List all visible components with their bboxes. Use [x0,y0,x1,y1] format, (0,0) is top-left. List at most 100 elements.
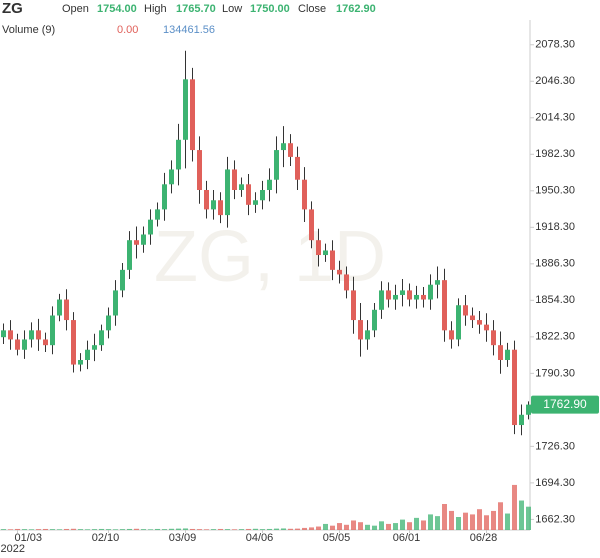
volume-bar [505,513,510,530]
candle-body [442,280,447,331]
y-tick-label: 2078.30 [535,39,575,51]
candle-body [386,290,391,300]
ohlc-label: High [144,3,167,15]
candle-body [85,349,90,360]
volume-bar [519,500,524,530]
candle-body [288,143,293,157]
volume-bar [134,528,139,530]
y-tick-label: 2014.30 [535,112,575,124]
candle-body [57,299,62,316]
volume-bar [106,529,111,530]
ohlc-label: Low [222,3,242,15]
candle-body [295,156,300,180]
volume-bar [526,506,531,530]
volume-bar [239,529,244,530]
volume-bar [36,529,41,530]
volume-bar [379,521,384,530]
ohlc-label: Close [298,3,326,15]
volume-bar [8,529,13,530]
volume-bar [211,529,216,530]
volume-bar [414,517,419,530]
volume-bar [498,502,503,530]
candle-body [162,184,167,210]
candle-body [43,339,48,346]
candle-body [477,320,482,325]
candle-body [526,404,531,415]
candle-body [155,209,160,220]
volume-bar [197,529,202,530]
volume-bar [323,523,328,530]
candle-body [29,330,34,340]
candle-body [267,179,272,190]
volume-bar [463,512,468,530]
x-tick-label: 04/06 [246,532,274,544]
last-price-label: 1762.90 [543,397,587,411]
ohlc-label: Open [62,3,89,15]
volume-bar [365,524,370,530]
candle-body [253,200,258,205]
candle-body [309,209,314,241]
volume-bar [127,528,132,530]
candle-body [351,290,356,321]
candle-body [337,269,342,275]
candle-body [211,200,216,210]
candle-body [379,290,384,310]
volume-bar [190,528,195,530]
candle-body [113,290,118,316]
candle-body [484,324,489,331]
volume-bar [218,528,223,530]
candle-body [449,330,454,340]
candle-body [99,330,104,346]
volume-bar [274,528,279,530]
y-tick-label: 1950.30 [535,185,575,197]
volume-bar [358,522,363,530]
candle-body [1,330,6,338]
volume-bar [71,528,76,530]
volume-bar [442,504,447,530]
candle-body [428,284,433,300]
y-tick-label: 1790.30 [535,367,575,379]
volume-bar [22,529,27,530]
volume-bar [309,527,314,530]
volume-bar [302,527,307,530]
volume-bar [120,529,125,530]
candle-body [134,240,139,245]
candle-body [8,330,13,340]
volume-bar [491,510,496,530]
candle-body [50,315,55,346]
volume-bar [337,523,342,530]
volume-bar [141,529,146,530]
candle-body [260,190,265,201]
y-tick-label: 1982.30 [535,148,575,160]
candle-body [225,169,230,216]
candle-body [106,315,111,331]
candle-body [92,345,97,350]
volume-bar [85,529,90,530]
volume-bar [512,484,517,530]
volume-bar [15,528,20,530]
volume-bar [29,529,34,530]
candle-body [36,330,41,340]
volume-bar [204,529,209,530]
y-tick-label: 1854.30 [535,294,575,306]
ohlc-value: 1765.70 [176,3,216,15]
symbol: ZG [2,0,23,17]
volume-bar [393,523,398,530]
watermark: ZG, 1D [154,217,386,297]
volume-bar [267,528,272,530]
x-tick-label: 06/28 [470,532,498,544]
volume-bar [183,528,188,530]
candle-body [505,349,510,360]
candle-body [190,79,195,151]
volume-bar [407,522,412,530]
candle-body [491,330,496,346]
y-tick-label: 1822.30 [535,331,575,343]
candle-body [519,414,524,426]
volume-bar [253,528,258,530]
volume-bar [176,528,181,530]
volume-title: Volume (9) [2,24,55,36]
candle-body [197,150,202,190]
volume-bar [372,525,377,530]
candle-body [470,315,475,321]
candle-body [148,219,153,235]
